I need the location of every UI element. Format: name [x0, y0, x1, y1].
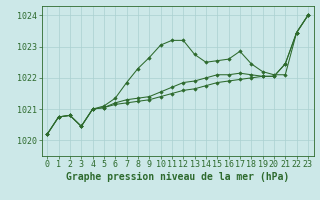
X-axis label: Graphe pression niveau de la mer (hPa): Graphe pression niveau de la mer (hPa) — [66, 172, 289, 182]
